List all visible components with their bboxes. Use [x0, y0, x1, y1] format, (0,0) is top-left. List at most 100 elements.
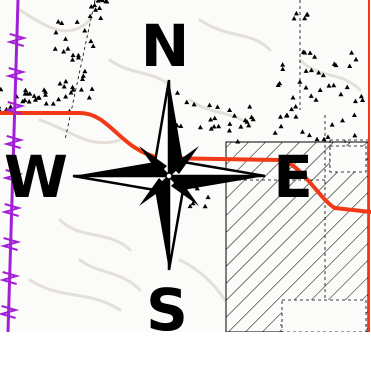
vegetation-symbol: [247, 104, 253, 109]
vegetation-symbol: [349, 50, 355, 55]
compass-west-label: W: [4, 143, 68, 211]
vegetation-symbol: [8, 104, 14, 109]
vegetation-symbol: [246, 122, 252, 128]
vegetation-symbol: [89, 86, 95, 91]
vegetation-symbol: [26, 98, 32, 104]
vegetation-symbol: [297, 79, 303, 84]
vegetation-symbol: [190, 200, 196, 206]
vegetation-symbol: [63, 94, 69, 99]
vegetation-symbol: [93, 7, 99, 12]
vegetation-symbol: [43, 101, 49, 106]
vegetation-symbol: [75, 55, 81, 60]
vegetation-symbol: [63, 36, 69, 41]
vegetation-symbol: [50, 101, 56, 106]
vegetation-symbol: [333, 62, 339, 68]
vegetation-symbol: [70, 87, 76, 92]
vegetation-symbol: [36, 95, 42, 100]
vegetation-symbol: [216, 123, 222, 129]
vegetation-symbol: [174, 90, 180, 95]
vegetation-symbol: [88, 38, 94, 44]
vegetation-symbol: [20, 98, 26, 104]
compass-east-label: E: [273, 143, 313, 211]
vegetation-symbol: [61, 83, 67, 89]
vegetation-symbol: [208, 117, 214, 122]
vegetation-symbol: [205, 194, 211, 200]
vegetation-symbol: [280, 66, 286, 71]
vegetation-symbol: [347, 63, 353, 69]
vegetation-symbol: [272, 130, 278, 135]
boundary-zigzag-mark: [6, 33, 28, 47]
boundary-zigzag-mark: [0, 237, 22, 251]
vegetation-symbol: [55, 19, 61, 24]
vegetation-symbol: [312, 54, 318, 59]
vegetation-symbol: [211, 123, 217, 129]
vegetation-symbol: [65, 46, 71, 51]
vegetation-symbol: [70, 52, 76, 58]
bottom-margin: [0, 332, 371, 380]
compass-north-label: N: [141, 12, 190, 80]
vegetation-symbol: [284, 112, 290, 118]
vegetation-symbol: [87, 13, 93, 19]
vegetation-symbol: [68, 90, 74, 95]
vegetation-symbol: [31, 93, 37, 98]
vegetation-symbol: [325, 134, 331, 139]
vegetation-symbol: [277, 114, 283, 119]
boundary-line[interactable]: [0, 0, 28, 333]
vegetation-symbol: [86, 94, 92, 100]
vegetation-symbol: [208, 126, 214, 131]
vegetation-symbol: [79, 76, 85, 81]
vegetation-symbol: [80, 73, 86, 78]
vegetation-symbol: [238, 124, 244, 129]
vegetation-symbol: [61, 48, 67, 54]
vegetation-symbol: [202, 203, 208, 209]
vegetation-symbol: [351, 112, 357, 117]
vegetation-symbol: [353, 56, 359, 62]
vegetation-symbol: [75, 52, 81, 58]
vegetation-symbol: [358, 93, 364, 99]
vegetation-symbol: [317, 87, 323, 92]
vegetation-symbol: [329, 122, 335, 127]
vegetation-symbol: [320, 72, 326, 78]
vegetation-symbol: [326, 83, 332, 88]
vegetation-symbol: [232, 113, 238, 118]
boundary-zigzag-mark: [3, 135, 25, 149]
vegetation-symbol: [212, 115, 218, 121]
vegetation-symbol: [63, 78, 69, 84]
vegetation-symbol: [56, 96, 62, 102]
vegetation-symbol: [299, 129, 305, 134]
vegetation-symbol: [95, 0, 101, 3]
vegetation-symbol: [178, 123, 184, 128]
vegetation-symbol: [308, 93, 314, 98]
vegetation-symbol: [99, 0, 105, 3]
vegetation-symbol: [308, 67, 314, 73]
vegetation-symbol: [24, 91, 30, 96]
vegetation-symbol: [227, 121, 233, 126]
vegetation-symbol: [52, 46, 58, 51]
vegetation-symbol: [331, 82, 337, 88]
vegetation-symbol: [304, 11, 310, 17]
vegetation-symbol: [321, 136, 327, 142]
vegetation-symbol: [303, 85, 309, 90]
vegetation-symbol: [275, 82, 281, 88]
vegetation-symbol: [42, 92, 48, 97]
vegetation-symbol: [340, 117, 346, 123]
vegetation-symbol: [226, 128, 232, 133]
compass-south-label: S: [146, 276, 188, 344]
vegetation-symbol: [293, 114, 299, 119]
vegetation-symbol: [360, 97, 366, 102]
vegetation-symbol: [291, 15, 297, 21]
vegetation-symbol: [313, 97, 319, 102]
vegetation-symbol: [0, 106, 2, 109]
boundary-zigzag-mark: [1, 203, 23, 217]
vegetation-symbol: [70, 84, 76, 90]
vegetation-symbol: [42, 89, 48, 94]
vegetation-symbol: [306, 132, 312, 138]
vegetation-symbol: [215, 104, 221, 109]
vegetation-symbol: [207, 102, 213, 108]
vegetation-symbol: [316, 70, 322, 75]
vegetation-symbol: [302, 15, 308, 21]
vegetation-symbol: [32, 97, 38, 102]
vegetation-symbol: [82, 68, 88, 74]
vegetation-symbol: [307, 50, 313, 55]
